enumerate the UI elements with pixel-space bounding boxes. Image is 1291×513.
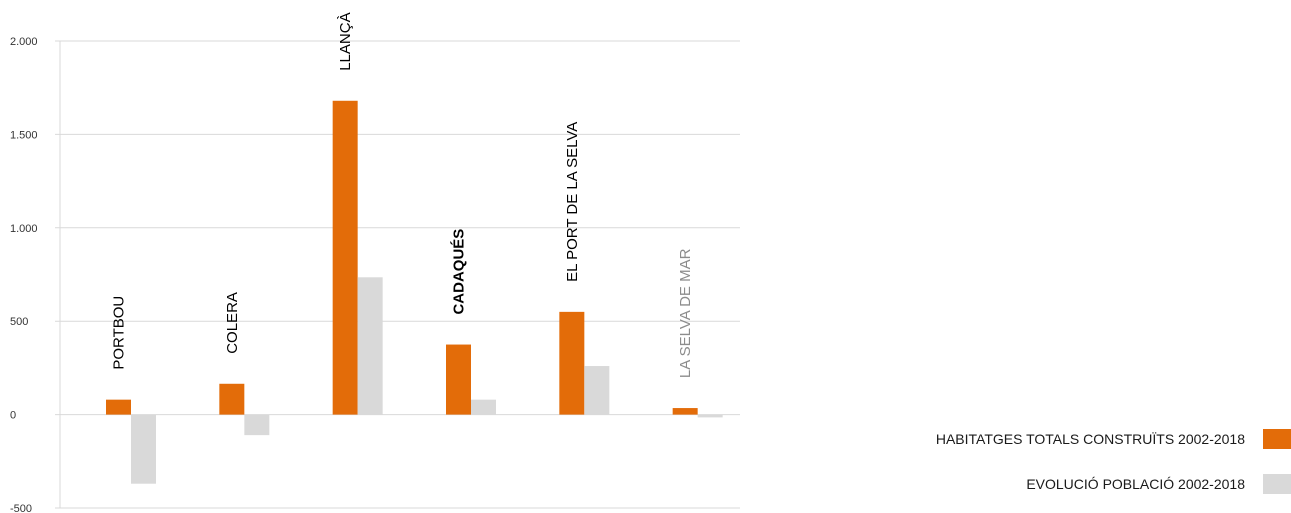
legend-label: HABITATGES TOTALS CONSTRUÏTS 2002-2018 [936, 431, 1245, 447]
bar [446, 344, 471, 415]
bar [672, 408, 698, 415]
bar [244, 414, 270, 436]
y-axis: -500 0 500 1.000 1.500 2.000 [10, 36, 61, 513]
bar [357, 277, 383, 415]
bar [219, 383, 245, 415]
y-tick-label: 1.500 [10, 129, 38, 141]
y-tick-label: -500 [10, 503, 32, 513]
bar [559, 311, 585, 415]
bar [131, 414, 156, 484]
legend: HABITATGES TOTALS CONSTRUÏTS 2002-2018 EV… [936, 429, 1291, 494]
category-label: COLERA [224, 292, 241, 354]
category-label: EL PORT DE LA SELVA [564, 122, 581, 282]
category-label: LA SELVA DE MAR [677, 248, 694, 378]
category-label: PORTBOU [111, 296, 128, 370]
category-label: CADAQUÉS [451, 229, 468, 315]
category-label: LLANÇÀ [337, 12, 354, 70]
legend-label: EVOLUCIÓ POBLACIÓ 2002-2018 [1026, 476, 1245, 492]
legend-swatch [1263, 474, 1291, 494]
y-tick-label: 500 [10, 316, 28, 328]
category-labels: PORTBOU COLERA LLANÇÀ CADAQUÉS EL PORT DE LA… [111, 12, 695, 378]
legend-swatch [1263, 429, 1291, 449]
y-tick-label: 0 [10, 410, 16, 422]
bars [106, 100, 723, 484]
bar [332, 100, 358, 415]
bar [471, 399, 496, 415]
bar [697, 414, 723, 418]
y-tick-label: 1.000 [10, 223, 38, 235]
bar [584, 366, 610, 415]
bar [106, 399, 131, 415]
y-tick-label: 2.000 [10, 36, 38, 48]
gridlines [55, 40, 740, 509]
